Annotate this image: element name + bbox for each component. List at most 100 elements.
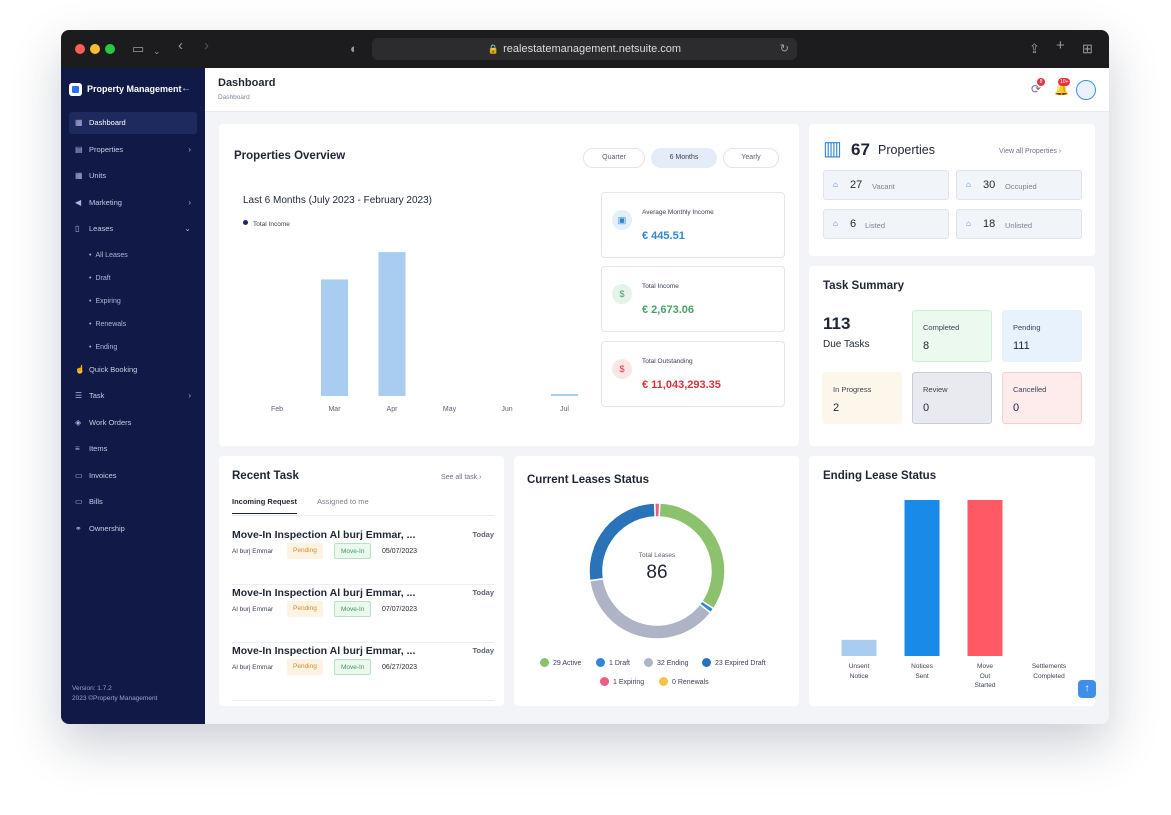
task-summary-card: Task Summary 113 Due Tasks Completed 8 Pen… (809, 266, 1095, 446)
sidebar-item-items[interactable]: ≡ Items (69, 438, 197, 460)
sidebar-item-bills[interactable]: ▭ Bills (69, 491, 197, 513)
task-row[interactable]: Move-In Inspection Al burj Emmar, ... Tod… (232, 645, 494, 701)
avatar[interactable] (1076, 80, 1096, 100)
shield-icon[interactable]: ◐ (350, 41, 358, 56)
forward-icon[interactable]: › (204, 37, 209, 54)
filter-quarter[interactable]: Quarter (583, 148, 645, 168)
lease-sub-item-all-leases[interactable]: All Leases (89, 252, 127, 259)
x-tick-label: Notices Sent (882, 662, 962, 681)
filter-yearly[interactable]: Yearly (723, 148, 779, 168)
scroll-to-top-button[interactable]: ↑ (1078, 680, 1096, 698)
breadcrumb[interactable]: Dashboard (218, 94, 250, 101)
tab-assigned-to-me[interactable]: Assigned to me (317, 497, 369, 506)
task-summary-title: Task Summary (823, 280, 904, 292)
legend-item: 1 Draft (596, 658, 630, 667)
app-window: ▭ ⌄ ‹ › ◐ 🔒 realestatemanagement.netsuite… (61, 30, 1109, 724)
maximize-window-button[interactable] (105, 44, 115, 54)
x-tick-label: May (443, 406, 457, 413)
task-when: Today (472, 588, 494, 597)
sidebar-item-marketing[interactable]: ◀ Marketing › (69, 192, 197, 214)
task-row[interactable]: Move-In Inspection Al burj Emmar, ... Tod… (232, 587, 494, 643)
sidebar-item-leases[interactable]: ▯ Leases ⌄ (69, 218, 197, 240)
share-icon[interactable]: ⇪ (1029, 41, 1040, 56)
income-bar-apr (378, 252, 406, 396)
page-header: Dashboard Dashboard ⟳ 8 🔔 10+ (205, 68, 1109, 112)
ending-lease-card: Ending Lease Status Unsent Notice Notices S… (809, 456, 1095, 706)
filter-6-months[interactable]: 6 Months (651, 148, 717, 168)
megaphone-icon: ◀ (75, 198, 82, 207)
properties-box-count: 27 (850, 179, 863, 191)
recent-task-title: Recent Task (232, 470, 299, 482)
arrow-left-icon[interactable]: ← (181, 83, 191, 94)
lease-sub-item-renewals[interactable]: Renewals (89, 321, 126, 328)
chart-legend: Total Income (243, 220, 290, 228)
x-tick-line: Notice (849, 672, 869, 680)
properties-listed[interactable]: ⌂ 6 Listed (823, 209, 949, 239)
legend-item: 1 Expiring (600, 677, 644, 686)
task-pending[interactable]: Pending 111 (1002, 310, 1082, 362)
x-tick-line: Started (974, 682, 996, 689)
invoice-icon: ▭ (75, 471, 83, 480)
back-icon[interactable]: ‹ (178, 37, 183, 54)
sync-icon[interactable]: ⟳ (1031, 82, 1042, 96)
x-tick-label: Apr (387, 406, 399, 413)
reload-icon[interactable]: ↻ (779, 43, 789, 55)
legend-swatch (644, 658, 653, 667)
stat-total-outstanding: $ Total Outstanding € 11,043,293.35 (601, 341, 785, 407)
sidebar-toggle-icon[interactable]: ▭ (132, 41, 145, 56)
x-tick-label: Unsent Notice (819, 662, 899, 681)
due-label: Due Tasks (823, 339, 870, 350)
task-property: Al burj Emmar (232, 606, 274, 613)
chevron-right-icon: › (188, 145, 191, 154)
list-icon: ≡ (75, 444, 80, 453)
layers-icon: ◈ (75, 418, 82, 427)
x-tick-label: Feb (271, 406, 283, 413)
sidebar-item-invoices[interactable]: ▭ Invoices (69, 465, 197, 487)
sidebar-item-task[interactable]: ☰ Task › (69, 385, 197, 407)
legend-swatch (600, 677, 609, 686)
task-status-value: 111 (1013, 340, 1030, 352)
sidebar-item-label: Task (89, 391, 105, 400)
x-tick-label: Jul (560, 406, 569, 413)
properties-unlisted[interactable]: ⌂ 18 Unlisted (956, 209, 1082, 239)
sidebar-item-quick-booking[interactable]: ☝ Quick Booking (69, 359, 197, 381)
units-icon: ▦ (75, 171, 83, 180)
chevron-right-icon: › (188, 198, 191, 207)
task-review[interactable]: Review 0 (912, 372, 992, 424)
grid-icon: ▦ (75, 118, 83, 127)
leases-donut-chart (588, 502, 726, 640)
buildings-icon: ▥ (823, 138, 842, 160)
sidebar-item-work-orders[interactable]: ◈ Work Orders (69, 412, 197, 434)
brand[interactable]: Property Management ← (69, 81, 197, 97)
properties-occupied[interactable]: ⌂ 30 Occupied (956, 170, 1082, 200)
sidebar-item-properties[interactable]: ▤ Properties › (69, 139, 197, 161)
task-cancelled[interactable]: Cancelled 0 (1002, 372, 1082, 424)
x-tick-line: Completed (1033, 672, 1065, 680)
address-bar[interactable]: 🔒 realestatemanagement.netsuite.com ↻ (372, 38, 797, 60)
tab-incoming-request[interactable]: Incoming Request (232, 497, 298, 514)
document-icon: ▯ (75, 224, 80, 233)
chevron-right-icon: › (1058, 148, 1062, 155)
tab-overview-icon[interactable]: ⊞ (1082, 41, 1093, 56)
sidebar-item-dashboard[interactable]: ▦ Dashboard (69, 112, 197, 134)
new-tab-icon[interactable]: + (1056, 37, 1065, 54)
chart-subtitle: Last 6 Months (July 2023 - February 2023… (243, 195, 432, 206)
properties-vacant[interactable]: ⌂ 27 Vacant (823, 170, 949, 200)
task-row[interactable]: Move-In Inspection Al burj Emmar, ... Tod… (232, 529, 494, 585)
minimize-window-button[interactable] (90, 44, 100, 54)
task-in-progress[interactable]: In Progress 2 (822, 372, 902, 424)
tab-divider (232, 515, 494, 516)
donut-slice-32-ending (588, 577, 712, 640)
task-completed[interactable]: Completed 8 (912, 310, 992, 362)
lease-sub-item-ending[interactable]: Ending (89, 344, 117, 351)
sidebar-item-label: Marketing (89, 198, 122, 207)
close-window-button[interactable] (75, 44, 85, 54)
see-all-task-link[interactable]: See all task › (441, 474, 481, 481)
task-date: 07/07/2023 (382, 606, 418, 613)
sidebar-item-ownership[interactable]: ⚭ Ownership (69, 518, 197, 540)
sidebar-item-units[interactable]: ▦ Units (69, 165, 197, 187)
view-all-properties-link[interactable]: View all Properties › (999, 148, 1061, 155)
lease-sub-item-expiring[interactable]: Expiring (89, 298, 120, 305)
lease-sub-item-draft[interactable]: Draft (89, 275, 110, 282)
chevron-down-icon[interactable]: ⌄ (153, 46, 161, 56)
